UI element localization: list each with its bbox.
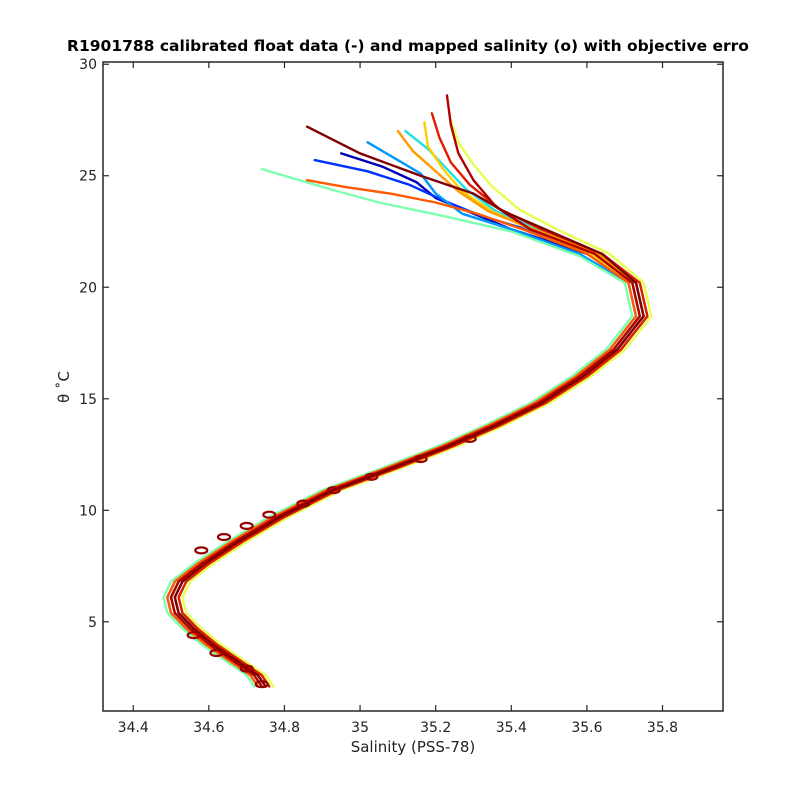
y-tick-label: 10 (79, 503, 97, 519)
profile-line (166, 178, 638, 688)
profile-line (173, 158, 645, 688)
mapped-salinity-marker (364, 472, 379, 481)
x-axis: 34.4 34.6 34.8 35 35.2 35.4 35.6 35.8 (118, 62, 678, 736)
y-tick-label: 15 (79, 392, 97, 408)
profile-line (177, 112, 649, 688)
x-tick-label: 35 (351, 720, 369, 736)
x-axis-label: Salinity (PSS-78) (351, 738, 476, 756)
y-axis-label: θ ˚C (55, 371, 73, 403)
mapped-salinity-marker (239, 521, 254, 531)
profile-line (181, 118, 653, 688)
profile-line (173, 125, 645, 688)
mapped-salinity-marker (262, 510, 277, 519)
mapped-salinity-marker (186, 631, 201, 640)
mapped-salinity-marker (296, 499, 311, 508)
x-tick-label: 34.4 (118, 720, 149, 736)
plot-frame (102, 61, 724, 712)
profile-line (166, 141, 638, 688)
x-tick-label: 34.8 (269, 720, 300, 736)
chart-title: R1901788 calibrated float data (-) and m… (67, 37, 749, 55)
y-tick-label: 25 (79, 169, 97, 185)
profile-line (169, 152, 641, 688)
mapped-salinity-marker (462, 434, 477, 443)
x-tick-label: 34.6 (193, 720, 224, 736)
mapped-salinity-marker (209, 648, 224, 658)
y-tick-label: 30 (79, 57, 97, 73)
x-tick-label: 35.8 (647, 720, 678, 736)
y-tick-label: 5 (88, 615, 97, 631)
x-tick-label: 35.6 (571, 720, 602, 736)
plot-area (162, 94, 653, 689)
mapped-salinity-marker (254, 680, 269, 689)
mapped-salinity-marker (194, 546, 209, 555)
x-tick-label: 35.2 (420, 720, 451, 736)
mapped-salinity-marker (413, 454, 428, 464)
profile-line (162, 167, 634, 688)
mapped-salinity-marker (326, 486, 341, 495)
profile-line (169, 94, 641, 688)
mapped-salinity-marker (216, 532, 232, 542)
profile-line (177, 129, 649, 688)
y-axis: 5 10 15 20 25 30 (79, 57, 723, 631)
y-tick-label: 20 (79, 280, 97, 296)
mapped-salinity-marker (239, 664, 254, 673)
profile-line (173, 129, 645, 688)
x-tick-label: 35.4 (496, 720, 527, 736)
